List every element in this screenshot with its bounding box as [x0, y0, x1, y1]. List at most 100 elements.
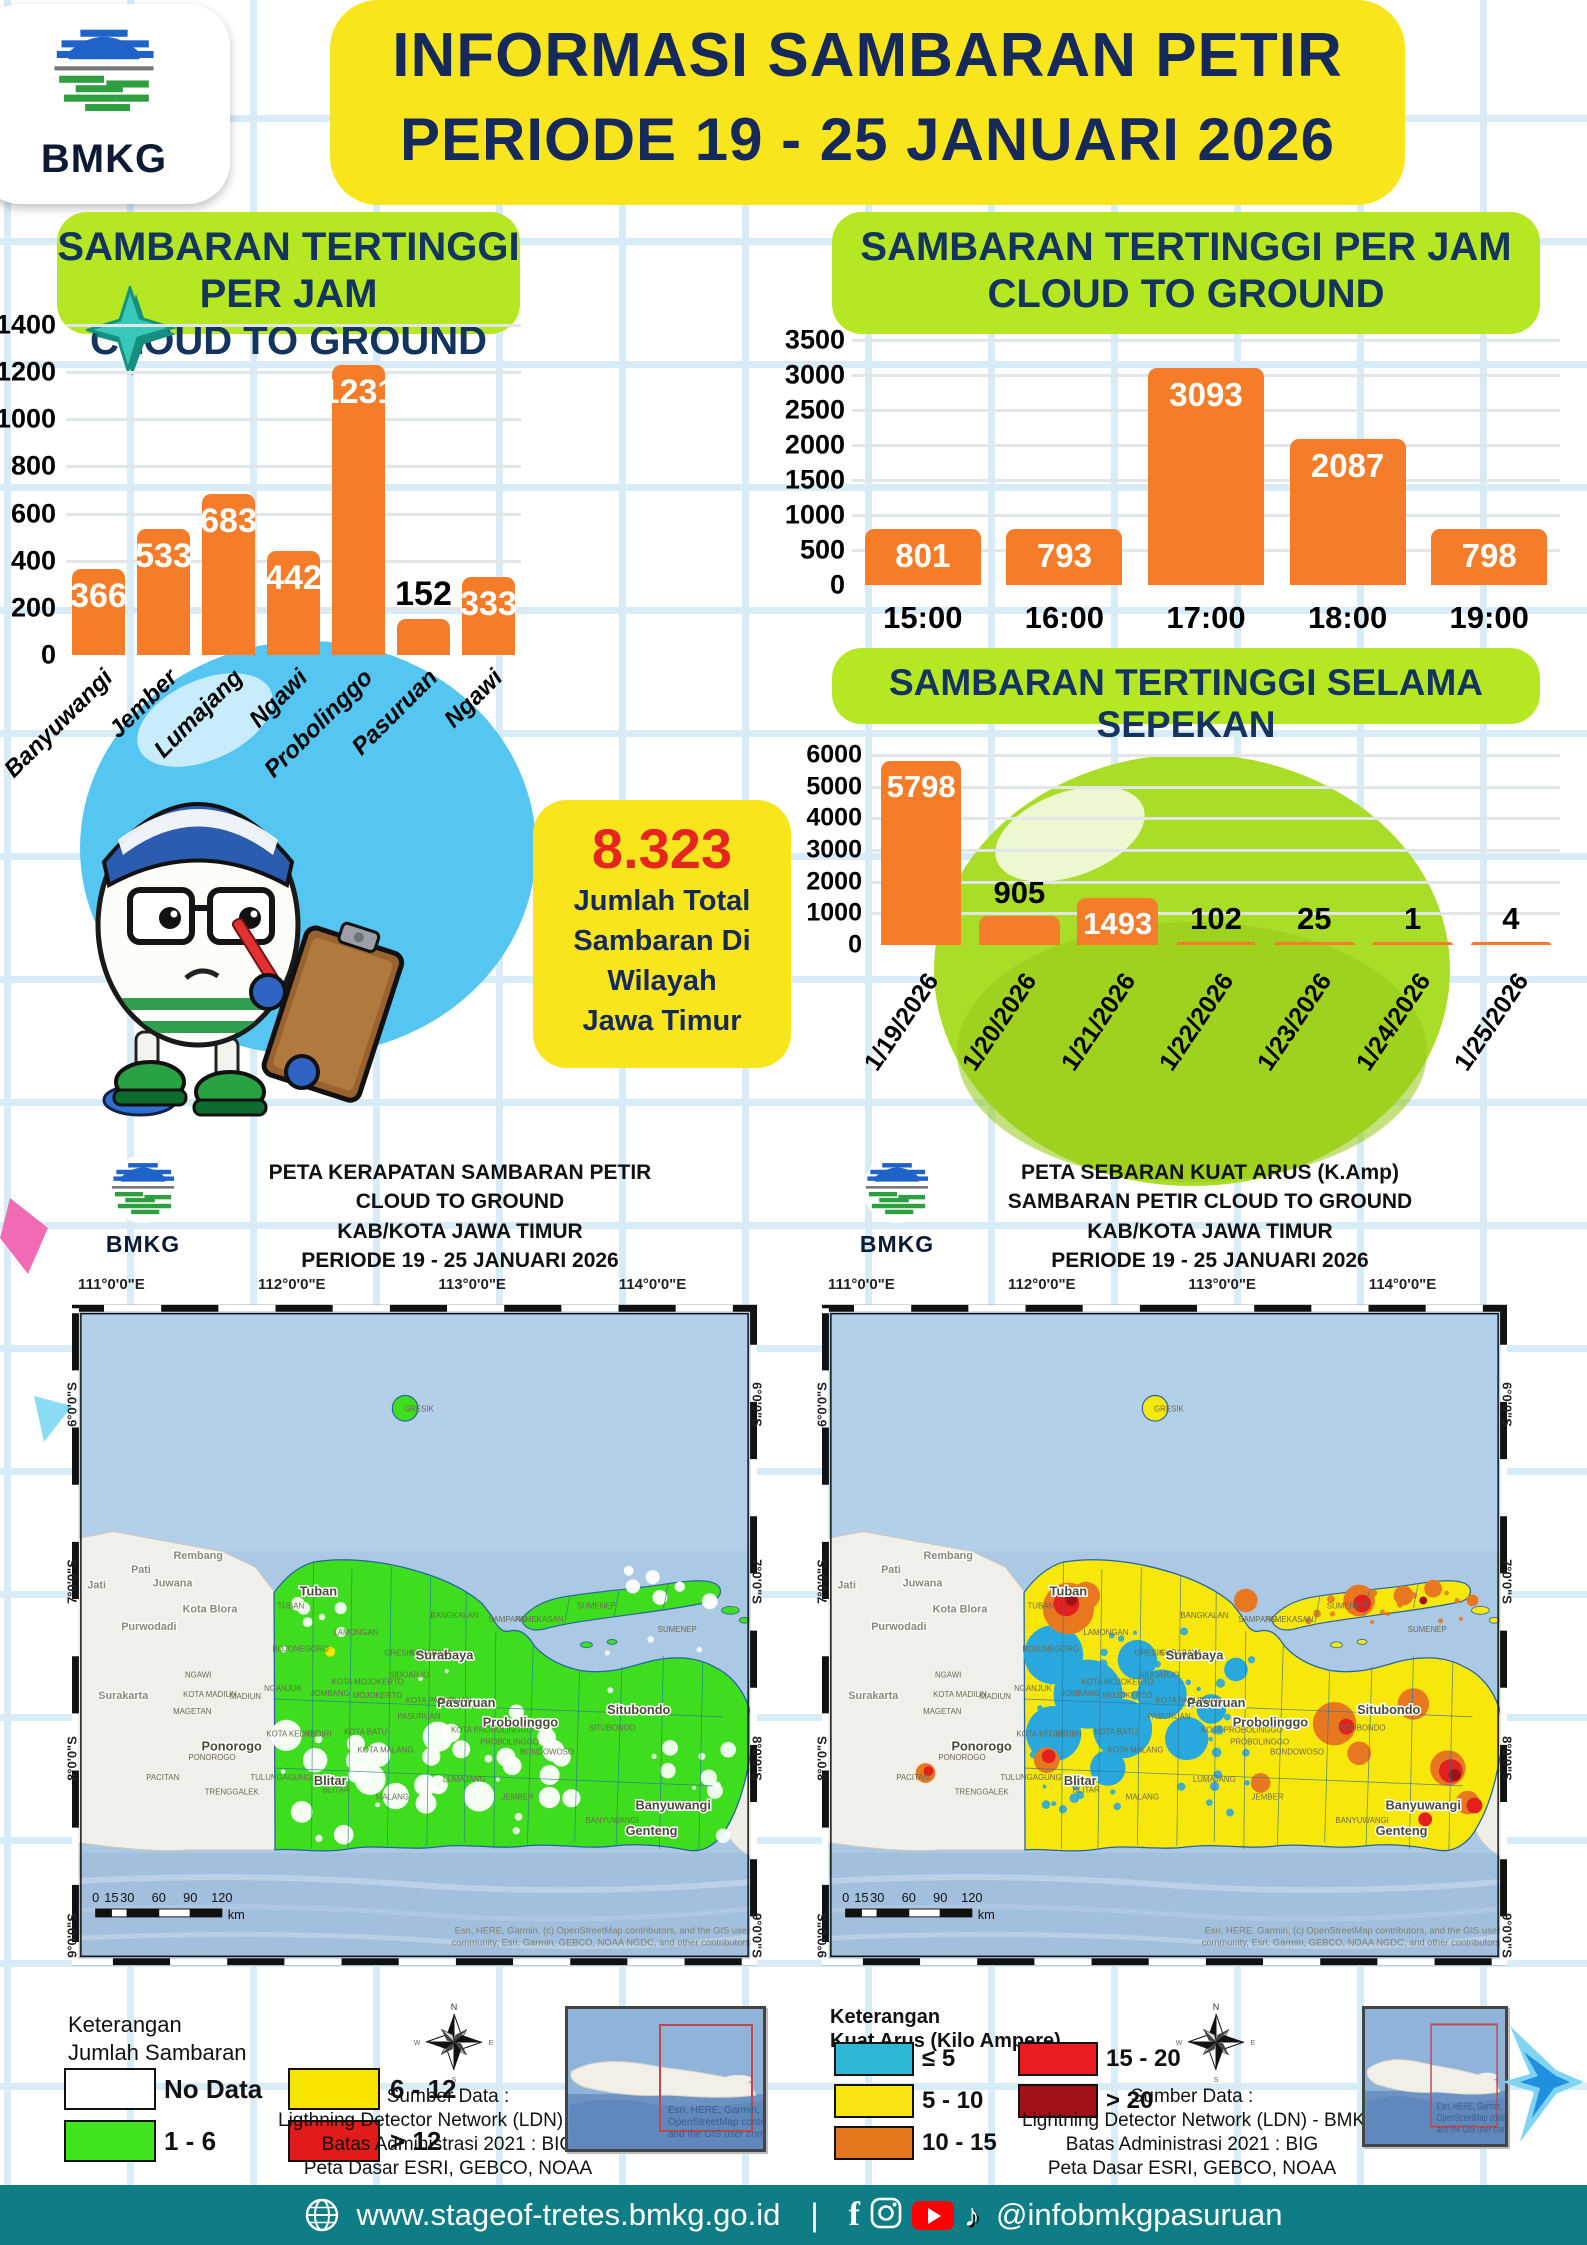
- svg-text:SITUBONDO: SITUBONDO: [1339, 1724, 1386, 1733]
- legend-swatch: [64, 2120, 156, 2162]
- svg-text:PROBOLINGGO: PROBOLINGGO: [480, 1737, 539, 1746]
- y-axis-tick-label: 4000: [806, 803, 862, 832]
- mascot-with-balloon: [80, 641, 536, 1117]
- svg-text:PASURUAN: PASURUAN: [397, 1712, 440, 1721]
- longitude-label: 112°0'0"E: [257, 1276, 326, 1293]
- svg-text:Surakarta: Surakarta: [848, 1690, 899, 1702]
- bar-18:00: [1289, 438, 1406, 585]
- legend-label: 1 - 6: [164, 2126, 217, 2156]
- svg-text:N: N: [451, 2002, 458, 2012]
- bar-value-label: 4: [1502, 901, 1520, 936]
- longitude-label: 113°0'0"E: [438, 1276, 506, 1293]
- bar-1/22/2026: [1175, 941, 1257, 945]
- footer-separator: |: [810, 2196, 819, 2233]
- svg-text:MAGETAN: MAGETAN: [173, 1707, 212, 1716]
- svg-text:community, Esri, Garmin, GEBCO: community, Esri, Garmin, GEBCO, NOAA NGD…: [452, 1937, 751, 1947]
- latitude-label: 6°0'0"S: [814, 1382, 830, 1427]
- latitude-label: 7°0'0"S: [749, 1559, 765, 1604]
- bar-Pasuruan: [396, 619, 451, 655]
- svg-text:KOTA PASURUAN: KOTA PASURUAN: [406, 1696, 472, 1705]
- svg-text:SUMENEP: SUMENEP: [1327, 1601, 1366, 1610]
- bar-17:00: [1147, 368, 1265, 585]
- svg-text:KOTA KEDIRI: KOTA KEDIRI: [266, 1730, 315, 1739]
- bar-value-label: 905: [993, 875, 1046, 911]
- bmkg-logo-icon: [106, 1154, 180, 1230]
- compass-rose-icon: N E S W: [412, 2000, 496, 2089]
- chart-gridline: [872, 754, 1560, 757]
- map-source-line: Lightning Detector Network (LDN) - BMKG: [1022, 2110, 1380, 2131]
- chart-title-text: SAMBARAN TERTINGGI PER JAM: [860, 225, 1512, 269]
- y-axis-tick-label: 1500: [784, 464, 845, 495]
- svg-text:120: 120: [961, 1890, 982, 1905]
- svg-text:GRESIK: GRESIK: [384, 1649, 415, 1658]
- y-axis-tick-label: 2500: [784, 394, 845, 425]
- latitude-label: 6°0'0"S: [1499, 1382, 1515, 1427]
- svg-text:15: 15: [854, 1890, 868, 1905]
- chart-gridline: [66, 371, 521, 375]
- page-title-line1: INFORMASI SAMBARAN PETIR: [392, 21, 1343, 90]
- y-axis-tick-label: 1000: [784, 499, 845, 530]
- svg-text:30: 30: [870, 1890, 884, 1905]
- legend-swatch: [834, 2042, 914, 2076]
- svg-text:SURABAYA: SURABAYA: [410, 1649, 452, 1658]
- svg-text:SURABAYA: SURABAYA: [1160, 1649, 1202, 1658]
- svg-text:Genteng: Genteng: [626, 1823, 678, 1838]
- globe-icon: [306, 2198, 339, 2232]
- svg-text:60: 60: [152, 1890, 166, 1905]
- svg-text:MALANG: MALANG: [376, 1793, 409, 1802]
- svg-text:SIDOARJO: SIDOARJO: [389, 1670, 429, 1679]
- svg-text:PACITAN: PACITAN: [146, 1773, 179, 1782]
- svg-text:Purwodadi: Purwodadi: [871, 1621, 926, 1633]
- svg-text:Ponorogo: Ponorogo: [951, 1738, 1012, 1753]
- svg-text:0: 0: [92, 1890, 99, 1905]
- legend-label: 15 - 20: [1106, 2045, 1181, 2072]
- legend-label: No Data: [164, 2074, 263, 2104]
- chart-gridline: [872, 817, 1560, 821]
- bar-1/19/2026: [880, 761, 962, 945]
- bar-value-label: 25: [1297, 901, 1332, 936]
- longitude-label: 114°0'0"E: [1368, 1276, 1437, 1293]
- legend-label: 5 - 10: [922, 2087, 984, 2114]
- svg-text:SITUBONDO: SITUBONDO: [589, 1724, 636, 1733]
- svg-text:90: 90: [183, 1890, 197, 1905]
- svg-text:W: W: [1176, 2040, 1183, 2047]
- current-map-title: PETA SEBARAN KUAT ARUS (K.Amp) SAMBARAN P…: [1007, 1161, 1413, 1273]
- instagram-icon: [870, 2197, 902, 2234]
- y-axis-tick-label: 3000: [806, 835, 862, 864]
- x-axis-category-label: 17:00: [1166, 600, 1246, 635]
- svg-text:KOTA MOJOKERTO: KOTA MOJOKERTO: [1082, 1677, 1154, 1686]
- svg-text:LUMAJANG: LUMAJANG: [443, 1775, 486, 1784]
- map-bmkg-logo: BMKG: [842, 1152, 952, 1258]
- svg-text:120: 120: [211, 1890, 232, 1905]
- y-axis-tick-label: 0: [829, 569, 845, 600]
- y-axis-tick-label: 5000: [806, 772, 862, 801]
- latitude-label: 6°0'0"S: [64, 1382, 80, 1427]
- chart-title-per-hour: SAMBARAN TERTINGGI PER JAM CLOUD TO GROU…: [832, 212, 1540, 334]
- svg-text:SAMPANG: SAMPANG: [488, 1615, 527, 1624]
- y-axis-tick-label: 6000: [806, 740, 862, 769]
- svg-text:Pasuruan: Pasuruan: [437, 1695, 496, 1710]
- svg-text:TULUNGAGUNG: TULUNGAGUNG: [1000, 1773, 1061, 1782]
- legend-heading: Keterangan: [830, 2006, 941, 2028]
- svg-text:Banyuwangi: Banyuwangi: [636, 1797, 711, 1812]
- bar-Probolinggo: [331, 364, 386, 655]
- latitude-label: 9°0'0"S: [814, 1913, 830, 1958]
- footer-handle: @infobmkgpasuruan: [995, 2197, 1283, 2232]
- bar-16:00: [1006, 529, 1123, 585]
- svg-text:KEDIRI: KEDIRI: [305, 1730, 331, 1739]
- bar-value-label: 3093: [1169, 376, 1243, 414]
- svg-text:km: km: [228, 1907, 245, 1922]
- bar-value-label: 2087: [1310, 446, 1385, 484]
- svg-text:TRENGGALEK: TRENGGALEK: [955, 1788, 1010, 1797]
- longitude-label: 113°0'0"E: [1188, 1276, 1256, 1293]
- svg-text:15: 15: [104, 1890, 118, 1905]
- map-source-line: Sumber Data :: [1130, 2086, 1254, 2107]
- bar-19:00: [1431, 529, 1548, 585]
- bmkg-logo-icon: [860, 1154, 934, 1230]
- svg-text:Esri, HERE, Garmin, (c) OpenSt: Esri, HERE, Garmin, (c) OpenStreetMap co…: [455, 1926, 750, 1936]
- svg-text:Rembang: Rembang: [173, 1550, 222, 1562]
- svg-text:TUBAN: TUBAN: [1027, 1601, 1054, 1610]
